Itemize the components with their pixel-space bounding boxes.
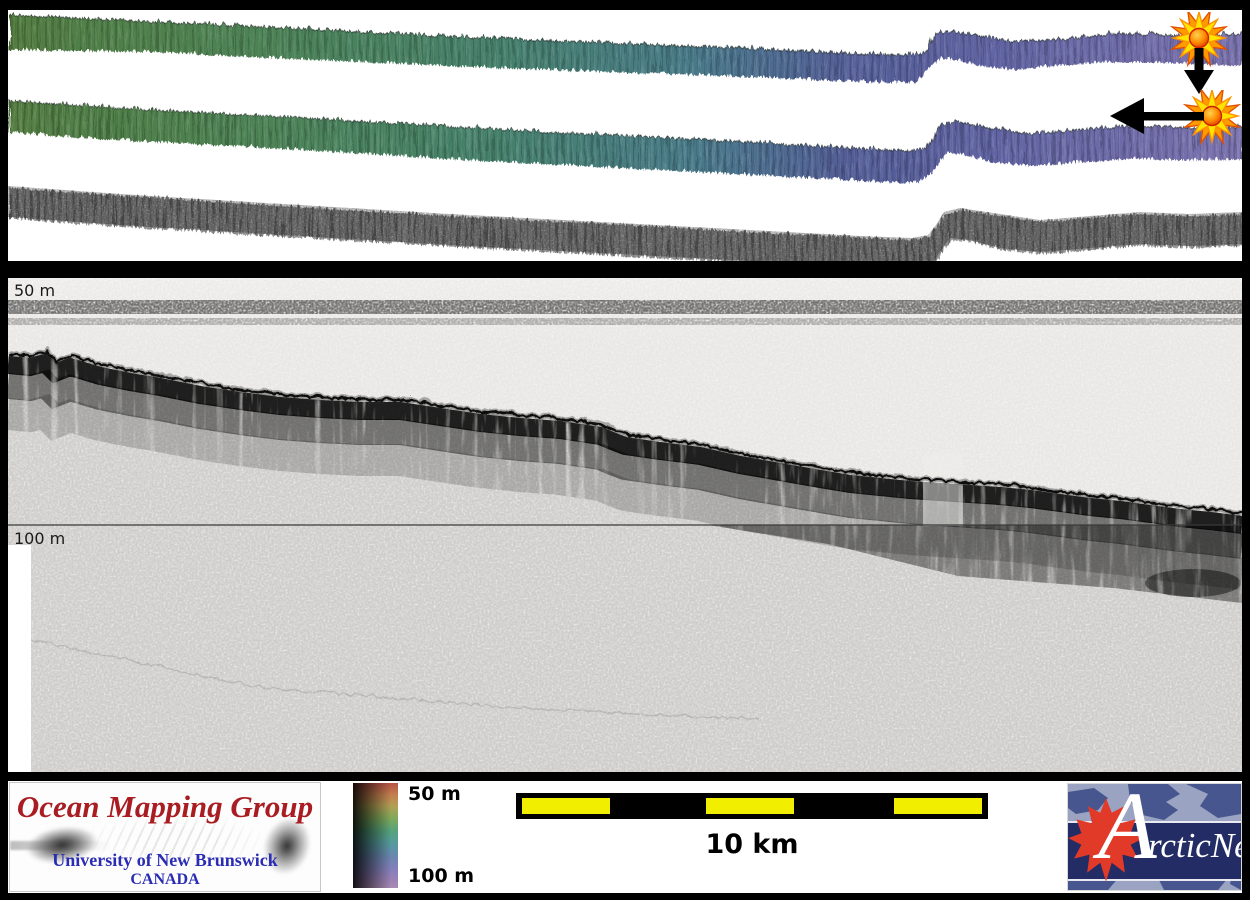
scale-bar-segment bbox=[706, 798, 794, 814]
color-scale-label-top: 50 m bbox=[408, 783, 461, 805]
arcticnet-wordmark-initial: A bbox=[1098, 783, 1157, 879]
map-scale-bar bbox=[516, 793, 988, 819]
depth-color-scale bbox=[353, 783, 398, 888]
swath-panel bbox=[8, 10, 1242, 261]
sun-marker-down bbox=[1160, 12, 1238, 94]
bathymetry-swath-2 bbox=[8, 98, 1242, 181]
omg-logo: Ocean Mapping Group University of New Br… bbox=[9, 782, 321, 892]
subbottom-profile-panel: 50 m 100 m bbox=[8, 278, 1242, 772]
omg-country: CANADA bbox=[130, 871, 200, 888]
sunburst-icon bbox=[1173, 90, 1242, 154]
arcticnet-logo: A rcticNet bbox=[1067, 783, 1242, 891]
omg-subtitle: University of New Brunswick bbox=[52, 850, 278, 870]
swath-strips-graphic bbox=[8, 12, 1242, 261]
sonar-wake bbox=[10, 841, 110, 850]
seafloor-multiple bbox=[27, 637, 759, 719]
footer-bar: Ocean Mapping Group University of New Br… bbox=[8, 781, 1242, 893]
crossing-artifact bbox=[923, 454, 963, 526]
depth-label-100m: 100 m bbox=[14, 529, 66, 548]
no-data-strip bbox=[8, 545, 31, 772]
omg-title: Ocean Mapping Group bbox=[16, 789, 314, 824]
arcticnet-wordmark: rcticNet bbox=[1148, 826, 1241, 865]
depth-label-50m: 50 m bbox=[14, 281, 56, 300]
water-column bbox=[8, 278, 1242, 512]
surface-noise-band-2 bbox=[8, 318, 1242, 325]
color-scale-hillshade bbox=[353, 783, 398, 888]
sun-marker-left bbox=[1110, 90, 1242, 154]
backscatter-swath bbox=[8, 186, 1242, 261]
maple-leaf-icon bbox=[1068, 798, 1144, 882]
bathymetry-swath-1 bbox=[8, 12, 1242, 81]
scale-bar-label: 10 km bbox=[705, 829, 799, 860]
surface-noise-band bbox=[8, 300, 1242, 314]
color-scale-label-bottom: 100 m bbox=[408, 865, 475, 887]
scale-bar-segment bbox=[894, 798, 982, 814]
left-arrow-icon bbox=[1110, 98, 1204, 134]
scale-bar-segment bbox=[522, 798, 610, 814]
deep-reflections-right bbox=[708, 525, 1242, 603]
echogram-graphic bbox=[8, 278, 1242, 772]
down-arrow-icon bbox=[1184, 48, 1214, 94]
deep-smudge bbox=[1145, 569, 1241, 597]
sidescan-texture bbox=[80, 813, 270, 868]
